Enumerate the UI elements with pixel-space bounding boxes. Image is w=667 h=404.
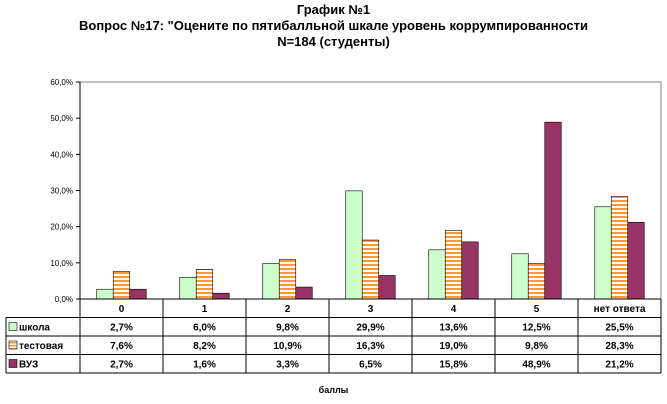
category-label: 1: [202, 304, 208, 315]
data-label: 6,0%: [193, 323, 216, 334]
data-label: 21,2%: [605, 360, 633, 371]
data-table: 0 1 2 3 4 5 нет ответа школа 2,7% 6,0% 9,8% 29,9% 13…: [5, 298, 662, 374]
bar-test-0: [112, 271, 131, 300]
data-label: 7,6%: [110, 341, 133, 352]
bar-school-2: [262, 263, 280, 300]
data-label: 9,8%: [276, 323, 299, 334]
bar-school-3: [345, 190, 363, 300]
data-label: 10,9%: [273, 341, 301, 352]
legend-entry: тестовая: [19, 341, 63, 352]
bar-school-4: [428, 249, 446, 300]
data-label: 2,7%: [110, 360, 133, 371]
data-label: 3,3%: [276, 360, 299, 371]
data-label: 15,8%: [439, 360, 467, 371]
y-tick-label: 0,0%: [55, 295, 73, 304]
y-tick-label: 30,0%: [50, 187, 73, 196]
y-tick-label: 10,0%: [50, 259, 73, 268]
y-tick-label: 50,0%: [50, 114, 73, 123]
bar-university-5: [544, 121, 562, 300]
legend-entry: школа: [19, 323, 50, 334]
y-tick-label: 20,0%: [50, 223, 73, 232]
bar-university-6: [627, 222, 645, 300]
bar-university-1: [212, 292, 230, 300]
bar-university-0: [129, 288, 147, 300]
bar-university-4: [461, 241, 479, 300]
data-label: 48,9%: [522, 360, 550, 371]
data-label: 28,3%: [605, 341, 633, 352]
legend-swatch: [8, 359, 18, 368]
y-tick-label: 60,0%: [50, 78, 73, 87]
chart-bars: [96, 121, 645, 300]
bar-test-4: [444, 229, 463, 300]
legend-swatch: [8, 340, 18, 350]
bar-test-3: [361, 239, 380, 300]
data-label: 6,5%: [359, 360, 382, 371]
data-label: 12,5%: [522, 323, 550, 334]
data-label: 13,6%: [439, 323, 467, 334]
category-label: 2: [285, 304, 291, 315]
bar-university-2: [295, 286, 313, 300]
bar-test-6: [610, 196, 629, 300]
bar-test-1: [195, 269, 214, 300]
chart-subtitle: Вопрос №17: "Оцените по пятибалльной шка…: [79, 18, 588, 33]
data-label: 16,3%: [356, 341, 384, 352]
data-label: 9,8%: [525, 341, 548, 352]
category-label: 0: [119, 304, 125, 315]
data-label: 8,2%: [193, 341, 216, 352]
data-label: 19,0%: [439, 341, 467, 352]
data-label: 1,6%: [193, 360, 216, 371]
bar-school-1: [179, 276, 197, 300]
y-tick-label: 40,0%: [50, 150, 73, 159]
bar-school-6: [594, 206, 612, 300]
data-label: 29,9%: [356, 323, 384, 334]
category-label: 4: [451, 304, 457, 315]
bar-school-5: [511, 253, 529, 300]
x-axis-label: баллы: [318, 385, 349, 395]
data-label: 25,5%: [605, 323, 633, 334]
chart-title: График №1: [296, 2, 371, 17]
category-label: 5: [534, 304, 540, 315]
legend-swatch: [8, 322, 18, 331]
bar-university-3: [378, 275, 396, 300]
category-label: 3: [368, 304, 374, 315]
category-label: нет ответа: [594, 304, 646, 315]
bar-school-0: [96, 288, 114, 300]
bar-test-5: [527, 263, 546, 300]
legend-entry: ВУЗ: [19, 360, 38, 371]
chart-subtitle-sample: N=184 (студенты): [277, 34, 390, 49]
bar-test-2: [278, 259, 297, 300]
data-label: 2,7%: [110, 323, 133, 334]
